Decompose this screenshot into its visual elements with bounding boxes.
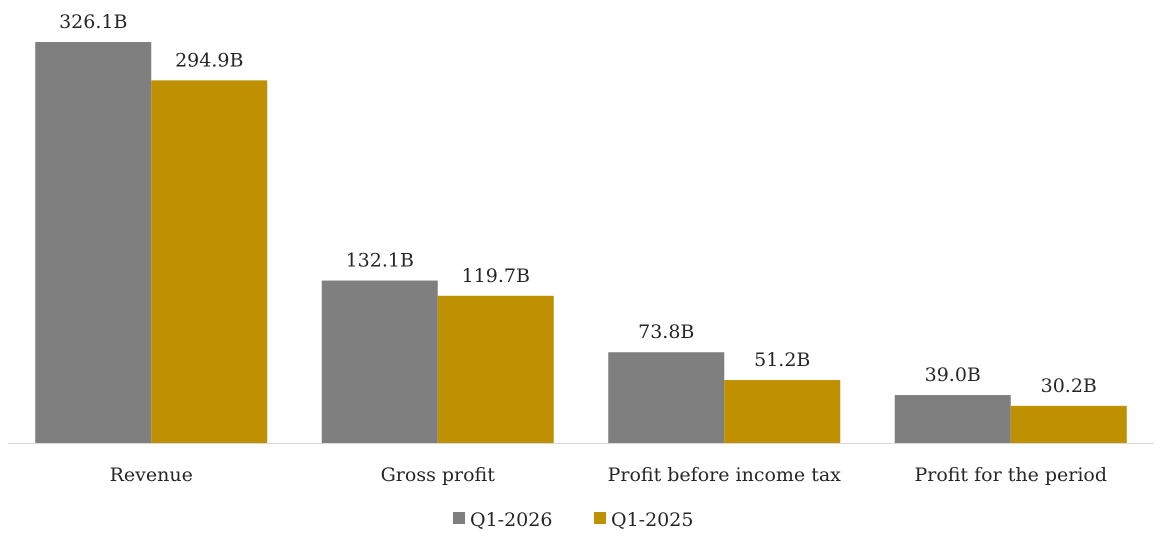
bar-q1-2026-profit-before-income-tax [608,352,725,443]
data-label-q1-2025-gross-profit: 119.7B [462,265,530,287]
legend-label-q1-2026: Q1-2026 [470,509,552,531]
bar-q1-2026-profit-for-the-period [894,395,1011,443]
data-label-q1-2026-profit-for-the-period: 39.0B [925,364,981,386]
data-labels-group: 326.1B 294.9B 132.1B 119.7B 73.8B 51.2B 39.0B 3… [59,11,1097,397]
bar-q1-2026-revenue [35,42,152,443]
data-label-q1-2026-profit-before-income-tax: 73.8B [638,321,694,343]
bar-q1-2026-gross-profit [321,280,438,443]
legend-swatch-q1-2026 [453,512,465,524]
category-label-profit-before-income-tax: Profit before income tax [608,464,842,486]
bars-group [35,42,1127,443]
legend-label-q1-2025: Q1-2025 [611,509,693,531]
data-label-q1-2025-profit-for-the-period: 30.2B [1041,375,1097,397]
data-label-q1-2026-gross-profit: 132.1B [346,250,414,272]
category-label-revenue: Revenue [110,464,193,486]
category-label-gross-profit: Gross profit [381,464,496,486]
bar-q1-2025-gross-profit [437,295,554,443]
bar-q1-2025-revenue [151,80,268,443]
data-label-q1-2026-revenue: 326.1B [59,11,127,33]
category-label-profit-for-the-period: Profit for the period [914,464,1107,486]
bar-q1-2025-profit-before-income-tax [724,380,841,443]
bar-q1-2025-profit-for-the-period [1010,405,1127,443]
data-label-q1-2025-profit-before-income-tax: 51.2B [754,349,810,371]
legend-swatch-q1-2025 [594,512,606,524]
legend: Q1-2026 Q1-2025 [453,509,693,531]
data-label-q1-2025-revenue: 294.9B [175,49,243,71]
category-labels-group: Revenue Gross profit Profit before income … [110,464,1107,486]
